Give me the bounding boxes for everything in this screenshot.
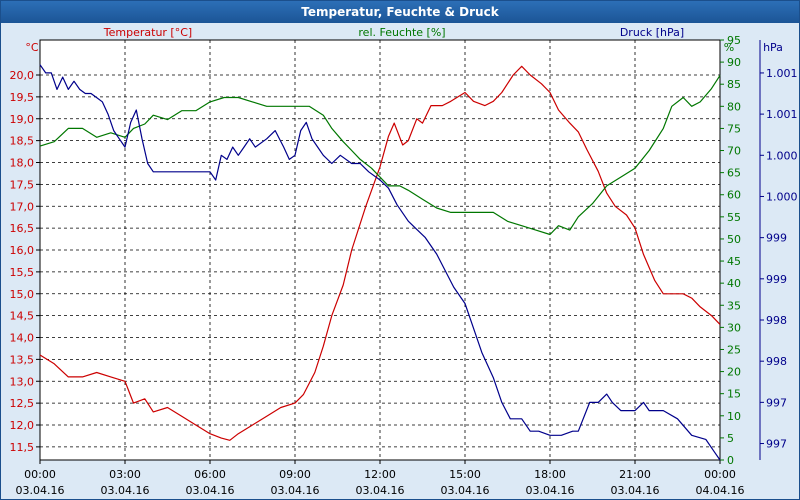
- humidity-tick-label: 10: [727, 410, 741, 423]
- time-tick-label: 18:00: [534, 468, 566, 481]
- temp-tick-label: 16,5: [10, 222, 35, 235]
- temp-tick-label: 13,5: [10, 353, 35, 366]
- humidity-tick-label: 45: [727, 255, 741, 268]
- humidity-unit-label: %: [724, 41, 734, 54]
- humidity-tick-label: 15: [727, 388, 741, 401]
- humidity-tick-label: 60: [727, 189, 741, 202]
- humidity-tick-label: 40: [727, 277, 741, 290]
- temp-tick-label: 18,0: [10, 157, 35, 170]
- humidity-tick-label: 50: [727, 233, 741, 246]
- date-tick-label: 03.04.16: [101, 484, 150, 497]
- pressure-line: [39, 64, 721, 461]
- pressure-tick-label: 998: [766, 314, 787, 327]
- humidity-tick-label: 25: [727, 343, 741, 356]
- time-tick-label: 00:00: [704, 468, 736, 481]
- pressure-axis: 1.001 1.001 1.000 1.000 999 999 998 998 997 997: [759, 40, 798, 460]
- series-group: [39, 64, 721, 461]
- pressure-tick-label: 998: [766, 355, 787, 368]
- humidity-tick-label: 65: [727, 167, 741, 180]
- temperature-line: [39, 65, 721, 441]
- date-tick-label: 03.04.16: [356, 484, 405, 497]
- time-tick-label: 00:00: [24, 468, 56, 481]
- temperature-unit-label: °C: [25, 41, 39, 54]
- temp-tick-label: 15,0: [10, 288, 35, 301]
- humidity-tick-label: 55: [727, 211, 741, 224]
- time-axis: 00:00 03.04.16 03:00 03.04.16 06:00 03.04.16 0…: [16, 460, 745, 497]
- temp-tick-label: 12,0: [10, 419, 35, 432]
- grid: [40, 40, 720, 460]
- date-tick-label: 03.04.16: [526, 484, 575, 497]
- humidity-tick-label: 90: [727, 56, 741, 69]
- legend-pressure: Druck [hPa]: [620, 26, 684, 39]
- pressure-tick-label: 997: [766, 396, 787, 409]
- temp-tick-label: 14,5: [10, 310, 35, 323]
- humidity-tick-label: 95: [727, 34, 741, 47]
- date-tick-label: 03.04.16: [186, 484, 235, 497]
- temp-tick-label: 17,5: [10, 178, 35, 191]
- date-tick-label: 03.04.16: [441, 484, 490, 497]
- temp-tick-label: 19,5: [10, 91, 35, 104]
- date-tick-label: 03.04.16: [16, 484, 65, 497]
- humidity-tick-label: 85: [727, 78, 741, 91]
- pressure-tick-label: 999: [766, 232, 787, 245]
- legend-humidity: rel. Feuchte [%]: [358, 26, 445, 39]
- time-tick-label: 21:00: [619, 468, 651, 481]
- time-tick-label: 06:00: [194, 468, 226, 481]
- temp-tick-label: 13,0: [10, 375, 35, 388]
- temp-tick-label: 12,5: [10, 397, 35, 410]
- humidity-tick-label: 70: [727, 145, 741, 158]
- humidity-tick-label: 5: [727, 432, 734, 445]
- temp-tick-label: 16,0: [10, 244, 35, 257]
- time-tick-label: 12:00: [364, 468, 396, 481]
- pressure-tick-label: 1.000: [766, 190, 798, 203]
- time-tick-label: 15:00: [449, 468, 481, 481]
- date-tick-label: 04.04.16: [696, 484, 745, 497]
- pressure-tick-label: 1.001: [766, 67, 798, 80]
- humidity-tick-label: 35: [727, 299, 741, 312]
- temperature-axis: 20,0 19,5 19,0 18,5 18,0 17,5 17,0 16,5 16,0 15,5…: [10, 69, 40, 454]
- pressure-tick-label: 1.001: [766, 108, 798, 121]
- pressure-unit-label: hPa: [763, 41, 783, 54]
- date-tick-label: 03.04.16: [271, 484, 320, 497]
- humidity-tick-label: 30: [727, 321, 741, 334]
- temp-tick-label: 18,5: [10, 135, 35, 148]
- pressure-tick-label: 1.000: [766, 149, 798, 162]
- humidity-tick-label: 75: [727, 122, 741, 135]
- temp-tick-label: 20,0: [10, 69, 35, 82]
- temp-tick-label: 17,0: [10, 200, 35, 213]
- pressure-tick-label: 997: [766, 438, 787, 451]
- window-title: Temperatur, Feuchte & Druck: [1, 1, 799, 23]
- temp-tick-label: 15,5: [10, 266, 35, 279]
- pressure-tick-label: 999: [766, 273, 787, 286]
- temp-tick-label: 11,5: [10, 441, 35, 454]
- humidity-tick-label: 80: [727, 100, 741, 113]
- humidity-line: [39, 75, 721, 236]
- humidity-tick-label: 20: [727, 366, 741, 379]
- date-tick-label: 03.04.16: [611, 484, 660, 497]
- humidity-tick-label: 0: [727, 454, 734, 467]
- time-tick-label: 03:00: [109, 468, 141, 481]
- time-tick-label: 09:00: [279, 468, 311, 481]
- legend-temperature: Temperatur [°C]: [103, 26, 192, 39]
- temp-tick-label: 14,0: [10, 332, 35, 345]
- temp-tick-label: 19,0: [10, 113, 35, 126]
